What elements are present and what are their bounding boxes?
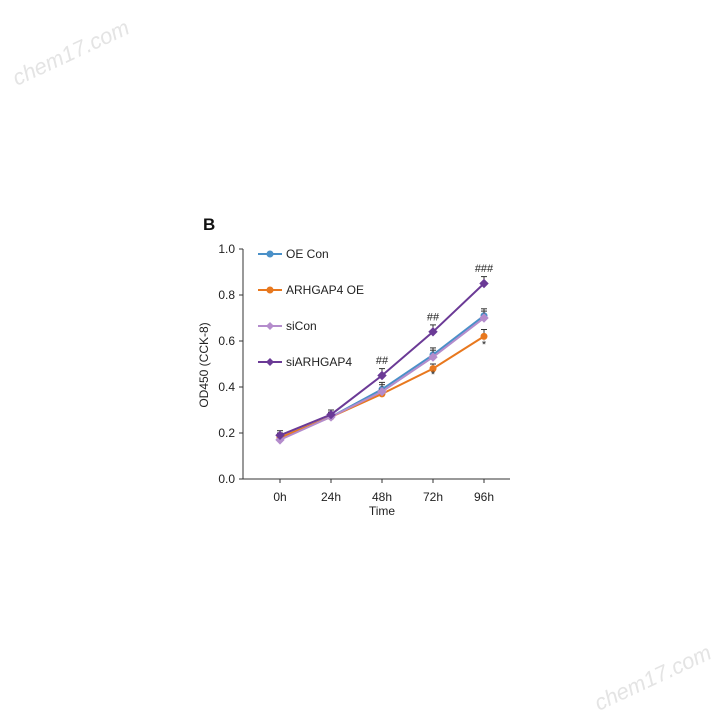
significance-mark: * bbox=[482, 339, 487, 351]
annotation-layer: #######** bbox=[376, 263, 494, 381]
x-tick-label: 48h bbox=[372, 490, 392, 504]
y-tick-label: 0.6 bbox=[218, 334, 235, 348]
data-point bbox=[428, 352, 438, 362]
significance-mark: ## bbox=[427, 311, 440, 323]
y-tick-label: 0.0 bbox=[218, 472, 235, 486]
legend-item: siARHGAP4 bbox=[258, 355, 352, 369]
x-axis-title: Time bbox=[369, 504, 396, 518]
legend-marker bbox=[266, 286, 274, 294]
legend-label: ARHGAP4 OE bbox=[286, 283, 364, 297]
data-point bbox=[326, 409, 336, 420]
y-tick-label: 0.4 bbox=[218, 380, 235, 394]
panel-label: B bbox=[203, 215, 215, 234]
significance-mark: ### bbox=[475, 263, 494, 275]
data-point bbox=[428, 327, 438, 337]
legend-label: OE Con bbox=[286, 247, 329, 261]
significance-mark: * bbox=[431, 369, 436, 381]
x-tick-label: 96h bbox=[474, 490, 494, 504]
x-tick-label: 24h bbox=[321, 490, 341, 504]
x-tick-label: 72h bbox=[423, 490, 443, 504]
data-point bbox=[479, 278, 489, 289]
data-point bbox=[377, 386, 387, 397]
data-point bbox=[377, 370, 387, 381]
y-tick-label: 1.0 bbox=[218, 242, 235, 256]
legend-marker bbox=[266, 250, 274, 258]
series-layer bbox=[275, 276, 489, 445]
legend-marker bbox=[266, 322, 274, 330]
x-tick-label: 0h bbox=[273, 490, 286, 504]
data-point bbox=[275, 430, 285, 441]
legend-label: siARHGAP4 bbox=[286, 355, 352, 369]
data-point bbox=[479, 313, 489, 323]
series-siarhgap4 bbox=[275, 276, 489, 441]
legend-item: siCon bbox=[258, 319, 317, 333]
y-axis-title: OD450 (CCK-8) bbox=[197, 322, 211, 407]
legend-item: OE Con bbox=[258, 247, 329, 261]
data-point bbox=[480, 332, 488, 340]
legend-marker bbox=[266, 358, 274, 366]
y-tick-label: 0.8 bbox=[218, 288, 235, 302]
significance-mark: ## bbox=[376, 355, 389, 367]
y-tick-label: 0.2 bbox=[218, 426, 235, 440]
legend: OE Con ARHGAP4 OE siCon siARHGAP4 bbox=[258, 247, 364, 369]
data-point bbox=[429, 365, 437, 373]
legend-item: ARHGAP4 OE bbox=[258, 283, 364, 297]
legend-label: siCon bbox=[286, 319, 317, 333]
axes: 0.0 0.2 0.4 0.6 0.8 1.0 0h 24h 48h 72h 96h bbox=[218, 242, 510, 504]
